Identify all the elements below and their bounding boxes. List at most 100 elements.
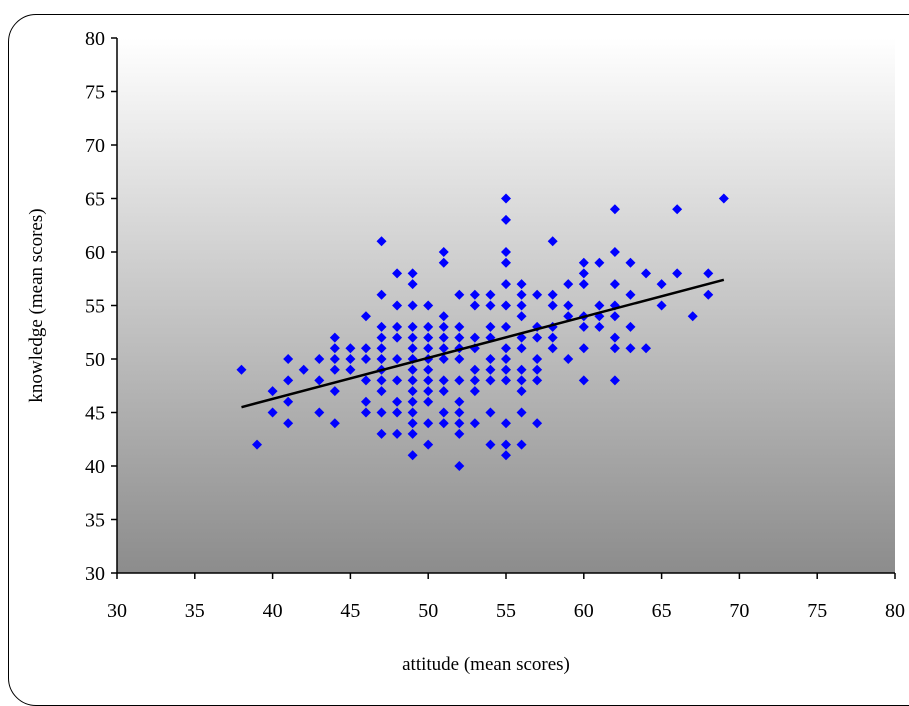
data-point [547,332,558,343]
data-point [407,407,418,418]
y-tick-label: 70 [85,135,105,157]
data-point [578,268,589,279]
data-point [267,407,278,418]
data-point [407,375,418,386]
data-point [438,375,449,386]
data-point [267,386,278,397]
data-point [392,300,403,311]
y-tick-label: 60 [85,242,105,264]
data-point [718,193,729,204]
y-tick-label: 80 [85,28,105,50]
data-point [345,364,356,375]
data-point [423,418,434,429]
data-point [407,428,418,439]
data-point [516,289,527,300]
data-point [423,364,434,375]
data-point [532,418,543,429]
data-point [516,375,527,386]
data-point [392,354,403,364]
data-point [423,300,434,311]
data-point [609,204,620,215]
data-point [283,375,294,386]
data-point [532,289,543,300]
data-point [641,343,652,354]
data-point [376,289,387,300]
data-point [392,321,403,332]
x-tick-label: 70 [729,600,749,622]
data-point [438,343,449,354]
data-point [392,375,403,386]
data-point [376,343,387,354]
data-point [314,354,325,364]
data-point [516,386,527,397]
data-point [407,321,418,332]
data-point [501,193,511,204]
x-tick-label: 60 [574,600,594,622]
data-point [454,332,465,343]
data-point [329,386,340,397]
x-tick-label: 55 [496,600,516,622]
data-point [516,364,527,375]
y-tick-label: 35 [85,510,105,532]
data-point [392,428,403,439]
data-point [438,257,449,268]
data-point [501,343,511,354]
data-point [376,354,387,364]
data-point [485,300,496,311]
data-point [547,343,558,354]
data-point [454,461,465,471]
data-point [672,268,683,279]
data-point [314,375,325,386]
data-point [469,289,480,300]
data-point [345,354,356,364]
data-point [407,396,418,407]
data-point [625,321,636,332]
data-point [501,321,511,332]
data-point [563,354,574,364]
data-point [609,343,620,354]
data-point [516,279,527,290]
data-point [532,332,543,343]
data-point [407,418,418,429]
data-point [329,364,340,375]
data-point [578,321,589,332]
data-point [360,396,371,407]
data-point [407,300,418,311]
data-point [376,375,387,386]
data-point [563,300,574,311]
data-point [392,407,403,418]
data-point [438,354,449,364]
data-point [594,300,605,311]
data-point [454,321,465,332]
data-point [360,375,371,386]
x-tick-label: 45 [340,600,360,622]
data-point [407,279,418,290]
data-point [423,386,434,397]
y-tick-label: 40 [85,456,105,478]
data-point [532,354,543,364]
data-point [485,364,496,375]
data-point [485,375,496,386]
data-point [563,311,574,322]
data-point [625,289,636,300]
data-point [360,343,371,354]
data-point [454,407,465,418]
data-point [656,300,667,311]
data-point [454,289,465,300]
data-point [469,375,480,386]
trendline-group [241,278,725,409]
data-point [501,279,511,290]
data-point [501,300,511,311]
data-point [469,364,480,375]
data-point [609,247,620,257]
y-axis-title: knowledge (mean scores) [26,208,47,402]
data-point [236,364,247,375]
data-point [283,354,294,364]
data-point [376,428,387,439]
data-point [501,214,511,225]
data-point [252,439,263,450]
data-point [454,354,465,364]
data-point [423,396,434,407]
data-point [392,268,403,279]
data-point [423,439,434,450]
